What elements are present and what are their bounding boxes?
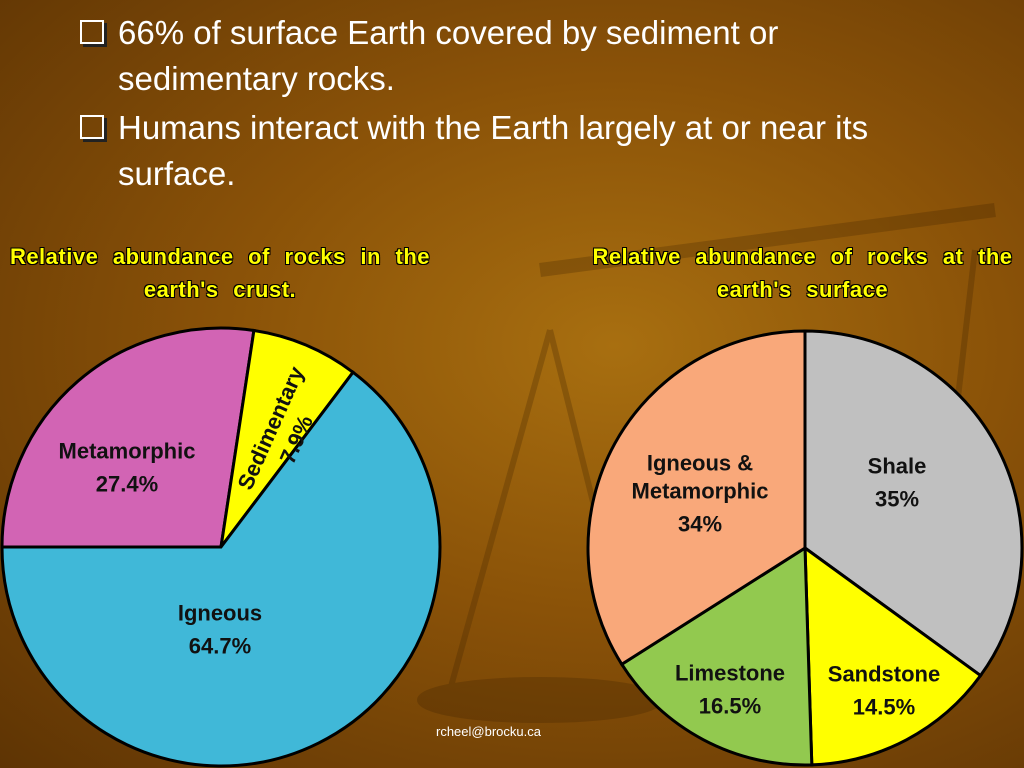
bullet-text: 66% of surface Earth covered by sediment… [118,14,779,97]
slice-label: Sandstone 14.5% [809,661,959,726]
pie-slice [0,370,442,768]
scale-decoration [417,203,996,723]
slice-value: 35% [874,486,920,512]
slice-name: Igneous & Metamorphic [631,450,769,504]
slice-label: Limestone 16.5% [655,660,805,725]
slice-value: 34% [677,511,723,537]
chart-title: Relative abundance of rocks in the earth… [9,244,431,302]
pie-slice [803,544,983,767]
bullet-icon [80,20,104,44]
pie-slice [219,328,356,548]
slice-value: 14.5% [852,694,916,720]
slice-label: Metamorphic 27.4% [17,438,237,503]
bullet-icon [80,115,104,139]
slice-name: Igneous [177,600,263,626]
bullet-text: Humans interact with the Earth largely a… [118,109,869,192]
slice-label: Igneous 64.7% [120,600,320,665]
slice-value: 16.5% [698,693,762,719]
slice-label: Igneous & Metamorphic 34% [610,450,790,543]
slice-name: Metamorphic [58,438,196,464]
slice-label: Shale 35% [822,453,972,518]
slice-name: Limestone [674,660,786,686]
pie-slice [586,329,807,667]
pie-slice [803,329,1024,678]
chart-title: Relative abundance of rocks at the earth… [592,244,1013,302]
slice-value: 27.4% [95,471,159,497]
pie-slice [0,326,256,549]
slice-name: Shale [867,453,927,479]
pie-slice [619,545,814,767]
slice-value: 64.7% [188,633,252,659]
slice-name: Sandstone [827,661,941,687]
footer: rcheel@brocku.ca [436,724,541,739]
